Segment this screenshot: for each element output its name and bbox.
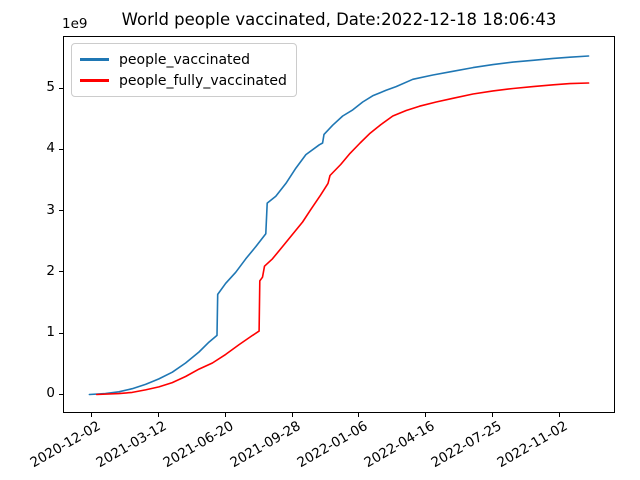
y-axis-offset-label: 1e9	[62, 16, 88, 32]
x-tickmark	[558, 413, 560, 417]
legend-line-swatch-red	[80, 79, 109, 82]
x-tickmark	[91, 413, 93, 417]
y-tickmark	[59, 332, 63, 334]
x-tick-label: 2021-03-12	[93, 418, 170, 472]
legend-line-swatch-blue	[80, 58, 109, 61]
line-chart-svg	[88, 55, 590, 396]
legend-label-people-fully-vaccinated: people_fully_vaccinated	[119, 72, 287, 89]
legend-item-people-vaccinated: people_vaccinated	[80, 49, 287, 70]
x-tickmark	[358, 413, 360, 417]
plot-area: people_vaccinated people_fully_vaccinate…	[63, 36, 615, 413]
x-tickmark	[425, 413, 427, 417]
x-tick-label: 2022-01-06	[294, 418, 371, 472]
x-tick-label: 2021-06-20	[160, 418, 237, 472]
y-tick-label: 0	[46, 385, 55, 402]
legend: people_vaccinated people_fully_vaccinate…	[71, 43, 297, 97]
series-line-people_fully_vaccinated	[95, 82, 590, 396]
y-tick-label: 2	[46, 262, 55, 279]
y-tick-label: 4	[46, 140, 55, 157]
x-tick-label: 2020-12-02	[27, 418, 104, 472]
chart-title: World people vaccinated, Date:2022-12-18…	[121, 10, 557, 29]
x-tick-label: 2021-09-28	[227, 418, 304, 472]
legend-label-people-vaccinated: people_vaccinated	[119, 51, 251, 68]
y-tickmark	[59, 210, 63, 211]
x-tickmark	[291, 413, 293, 417]
y-tickmark	[59, 393, 63, 395]
legend-item-people-fully-vaccinated: people_fully_vaccinated	[80, 70, 287, 91]
x-tickmark	[224, 413, 226, 417]
x-tickmark	[492, 413, 493, 417]
y-tickmark	[59, 148, 63, 150]
y-tick-label: 1	[46, 324, 55, 341]
x-tick-label: 2022-07-25	[428, 418, 504, 472]
series-line-people_vaccinated	[88, 55, 590, 396]
x-tickmark	[157, 413, 159, 417]
y-tickmark	[59, 87, 63, 89]
y-tick-label: 5	[46, 79, 55, 95]
x-tick-label: 2022-04-16	[361, 418, 438, 472]
y-tick-label: 3	[46, 201, 55, 218]
y-tickmark	[59, 271, 63, 273]
x-tick-label: 2022-11-02	[494, 418, 571, 472]
